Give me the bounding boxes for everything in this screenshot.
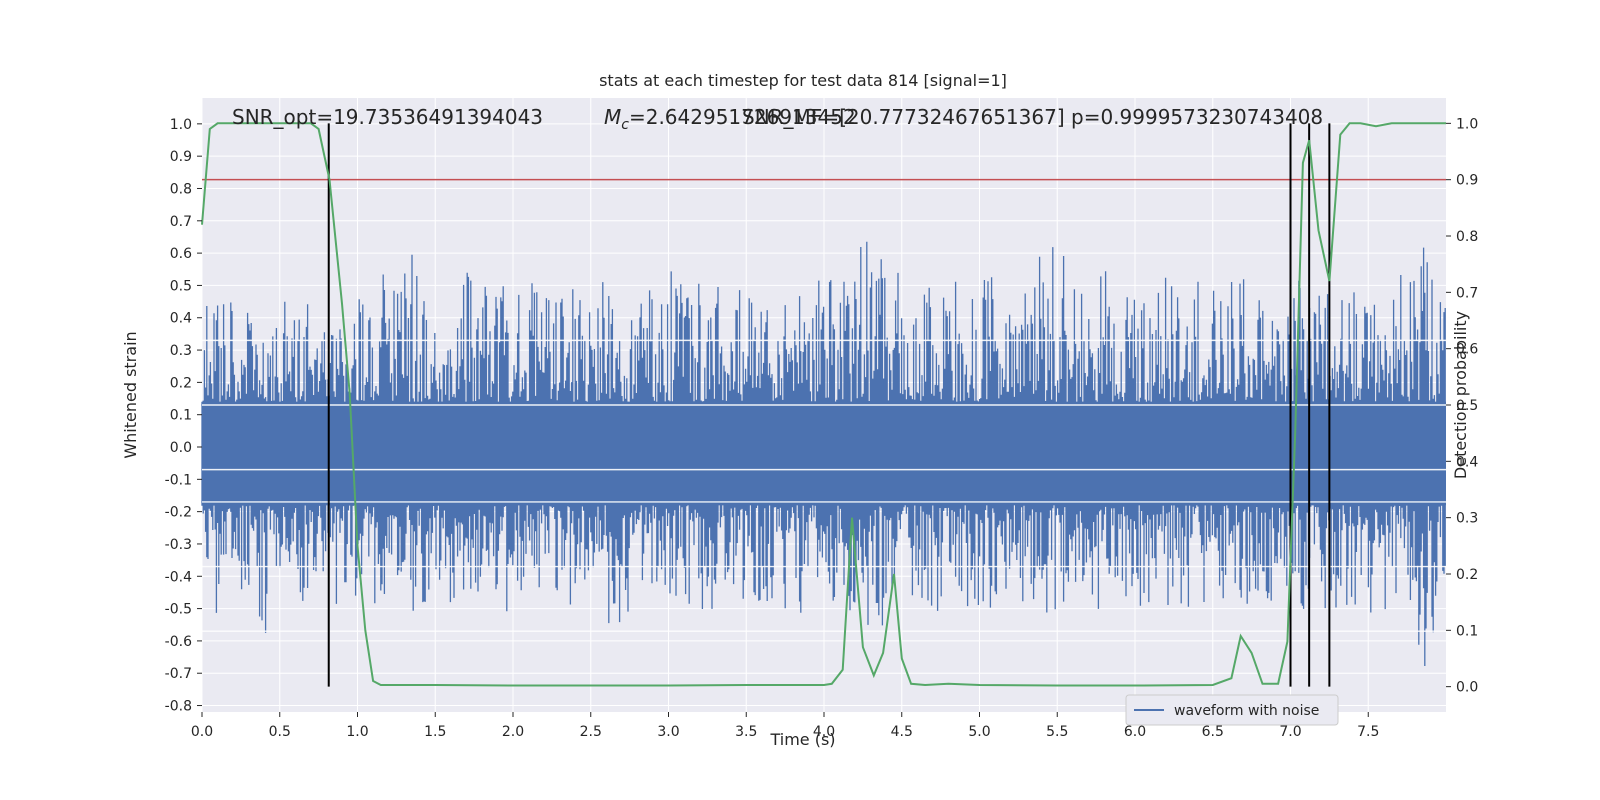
y2-tick-label: 1.0	[1456, 116, 1478, 132]
x-tick-label: 7.5	[1357, 724, 1379, 740]
x-tick-label: 7.0	[1279, 724, 1301, 740]
x-tick-label: 0.5	[269, 724, 291, 740]
y-tick-label: -0.1	[165, 472, 192, 488]
x-tick-label: 4.5	[891, 724, 913, 740]
waveform-layer	[201, 241, 1446, 666]
x-tick-label: 4.0	[813, 724, 835, 740]
chart-title: stats at each timestep for test data 814…	[599, 71, 1007, 90]
x-tick-label: 0.0	[191, 724, 213, 740]
y-tick-label: 0.7	[170, 214, 192, 230]
y-tick-label: 0.3	[170, 343, 192, 359]
y2-tick-label: 0.6	[1456, 342, 1478, 358]
x-tick-label: 1.5	[424, 724, 446, 740]
x-tick-label: 6.5	[1202, 724, 1224, 740]
x-axis-label: Time (s)	[769, 730, 835, 749]
y-tick-label: 0.1	[170, 408, 192, 424]
y-axis-label: Whitened strain	[121, 331, 140, 458]
snr-mf-annotation: SNR_MF=[20.77732467651367]	[742, 105, 1065, 129]
y-tick-label: 0.6	[170, 246, 192, 262]
x-tick-label: 2.0	[502, 724, 524, 740]
y2-tick-label: 0.1	[1456, 623, 1478, 639]
chirp-mass-subscript: c	[621, 117, 629, 133]
x-tick-label: 2.5	[580, 724, 602, 740]
y-tick-label: -0.4	[165, 569, 192, 585]
y-tick-label: 0.2	[170, 375, 192, 391]
probability-layer	[201, 122, 1446, 687]
y-tick-label: -0.7	[165, 666, 192, 682]
y2-ticks: 0.0 0.1 0.2 0.3 0.4 0.5 0.6 0.7 0.8 0.9 1.0	[1446, 116, 1478, 696]
y2-tick-label: 0.5	[1456, 398, 1478, 414]
x-tick-label: 3.0	[657, 724, 679, 740]
y2-tick-label: 0.9	[1456, 173, 1478, 189]
y-tick-label: 0.9	[170, 149, 192, 165]
snr-opt-annotation: SNR_opt=19.73536491394043	[232, 105, 543, 129]
y-ticks: -0.8 -0.7 -0.6 -0.5 -0.4 -0.3 -0.2 -0.1 0.0 0.1 0.…	[165, 117, 202, 715]
legend: waveform with noise	[1125, 694, 1339, 726]
y-tick-label: 0.4	[170, 311, 192, 327]
y-tick-label: 0.8	[170, 181, 192, 197]
y2-tick-label: 0.7	[1456, 285, 1478, 301]
x-tick-label: 3.5	[735, 724, 757, 740]
y2-tick-label: 0.8	[1456, 229, 1478, 245]
x-tick-label: 6.0	[1124, 724, 1146, 740]
y2-tick-label: 0.0	[1456, 680, 1478, 696]
vertical-markers	[327, 123, 1331, 687]
chirp-mass-annotation: Mc=2.642951726913452	[604, 105, 856, 133]
y2-tick-label: 0.2	[1456, 567, 1478, 583]
y2-axis-label: Detection probability	[1451, 311, 1470, 479]
x-tick-label: 5.0	[968, 724, 990, 740]
detection-probability-series	[201, 122, 1446, 687]
x-ticks: 0.0 0.5 1.0 1.5 2.0 2.5 3.0 3.5 4.0 4.5 5.0 5.5 6.0 6…	[191, 712, 1379, 740]
y2-tick-label: 0.3	[1456, 511, 1478, 527]
legend-label-waveform: waveform with noise	[1174, 703, 1319, 719]
waveform-with-noise-series	[201, 241, 1446, 666]
y-tick-label: 0.5	[170, 278, 192, 294]
y-tick-label: 1.0	[170, 117, 192, 133]
y-tick-label: 0.0	[170, 440, 192, 456]
x-tick-label: 5.5	[1046, 724, 1068, 740]
chirp-mass-value: =2.642951726913452	[629, 105, 856, 129]
y-tick-label: -0.3	[165, 537, 192, 553]
p-value-annotation: p=0.9999573230743408	[1071, 105, 1323, 129]
y-tick-label: -0.6	[165, 634, 192, 650]
horizontal-grid-overlay	[202, 339, 1446, 632]
y2-tick-label: 0.4	[1456, 454, 1478, 470]
chirp-mass-symbol: M	[604, 105, 621, 129]
y-tick-label: -0.8	[165, 699, 192, 715]
y-tick-label: -0.5	[165, 602, 192, 618]
x-tick-label: 1.0	[346, 724, 368, 740]
legend-box	[1125, 694, 1339, 726]
y-tick-label: -0.2	[165, 505, 192, 521]
